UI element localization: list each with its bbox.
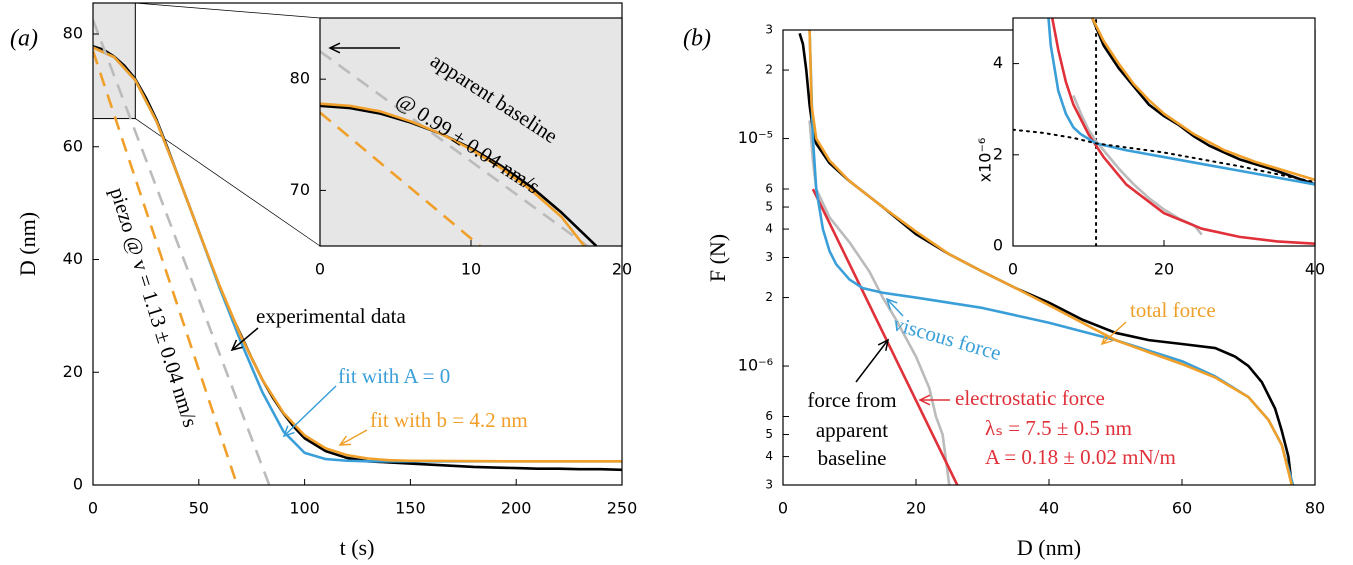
plot-series [93, 19, 622, 485]
y-tick-label: 10⁻⁶ [738, 356, 773, 375]
y-tick-label: 40 [63, 249, 83, 268]
annotation-arrow [338, 429, 368, 446]
y-tick-label: 3 [765, 250, 773, 264]
annotation: viscous force [890, 311, 1004, 365]
series-line [320, 111, 481, 246]
annotation: baseline [818, 446, 887, 470]
annotation-arrow [282, 385, 337, 438]
zoom-box [92, 2, 136, 120]
y-tick-label: 4 [765, 449, 773, 463]
annotation-arrow [855, 338, 890, 383]
x-tick-label: 20 [1154, 260, 1174, 279]
x-tick-label: 60 [1172, 499, 1192, 518]
y-tick-label: 4 [993, 53, 1003, 72]
plot-series [798, 30, 1295, 485]
y-tick-label: 60 [63, 136, 83, 155]
y-tick-label: 2 [993, 144, 1003, 163]
x-tick-label: 0 [315, 260, 325, 279]
y-tick-label: 0 [73, 475, 83, 494]
x-tick-label: 40 [1039, 499, 1059, 518]
annotation: fit with A = 0 [338, 364, 450, 388]
x-axis-label: t (s) [340, 535, 375, 560]
x-tick-label: 40 [1305, 260, 1325, 279]
annotation: apparent [816, 418, 888, 442]
annotation: total force [1130, 298, 1216, 322]
series-line [93, 19, 271, 485]
y-tick-label: 3 [765, 478, 773, 492]
series-line [1091, 18, 1315, 182]
y-tick-label: 6 [765, 409, 773, 423]
x-tick-label: 100 [289, 499, 320, 518]
x-axis-label: D (nm) [1017, 535, 1081, 560]
y-tick-label: 10⁻⁵ [738, 128, 773, 147]
series-line [1013, 128, 1315, 184]
y-tick-label: 2 [765, 290, 773, 304]
series-line [93, 50, 239, 485]
y-tick-label: 5 [765, 200, 773, 214]
x-tick-label: 20 [612, 260, 632, 279]
annotation: piezo @ v = 1.13 ± 0.04 nm/s [105, 185, 203, 431]
y-tick-label: 20 [63, 362, 83, 381]
plot-series [1013, 18, 1315, 246]
y-tick-label: 4 [765, 222, 773, 236]
y-tick-label: 80 [63, 24, 83, 43]
zoom-connector [135, 118, 321, 247]
annotation: experimental data [256, 304, 407, 328]
y-tick-label: 70 [290, 180, 310, 199]
zoom-connector [135, 2, 321, 19]
y-tick-label: 0 [993, 236, 1003, 255]
x-tick-label: 0 [778, 499, 788, 518]
x-tick-label: 0 [1008, 260, 1018, 279]
y-axis-label: x10⁻⁶ [976, 138, 995, 183]
y-axis-label: D (nm) [15, 212, 40, 276]
x-tick-label: 200 [501, 499, 532, 518]
annotation-arrow [918, 394, 950, 406]
annotation: A = 0.18 ± 0.02 mN/m [985, 445, 1176, 469]
series-line [320, 102, 586, 246]
annotation-arrow [885, 297, 904, 317]
y-tick-label: 3 [765, 23, 773, 37]
annotation: force from [807, 388, 896, 412]
annotation-arrow [230, 327, 259, 352]
annotation: λₛ = 7.5 ± 0.5 nm [985, 416, 1132, 440]
y-tick-label: 6 [765, 182, 773, 196]
annotation: fit with b = 4.2 nm [370, 408, 528, 432]
panel-label: (b) [683, 26, 711, 52]
series-line [808, 30, 1293, 485]
x-tick-label: 0 [88, 499, 98, 518]
series-line [320, 50, 589, 246]
series-line [93, 46, 622, 463]
annotation-arrow [1100, 321, 1127, 346]
annotation: electrostatic force [955, 386, 1105, 410]
series-line [1091, 18, 1315, 186]
plot-background [320, 18, 622, 246]
x-tick-label: 10 [461, 260, 481, 279]
annotation-arrow [328, 42, 400, 54]
series-line [1050, 18, 1315, 246]
x-tick-label: 150 [395, 499, 426, 518]
y-axis-label: F (N) [705, 234, 730, 282]
x-tick-label: 250 [607, 499, 638, 518]
plot-series [320, 50, 598, 246]
x-tick-label: 80 [1305, 499, 1325, 518]
x-tick-label: 20 [906, 499, 926, 518]
x-tick-label: 50 [189, 499, 209, 518]
y-tick-label: 5 [765, 427, 773, 441]
y-tick-label: 2 [765, 63, 773, 77]
panel-label: (a) [10, 26, 38, 52]
series-line [811, 188, 959, 485]
y-tick-label: 80 [290, 69, 310, 88]
